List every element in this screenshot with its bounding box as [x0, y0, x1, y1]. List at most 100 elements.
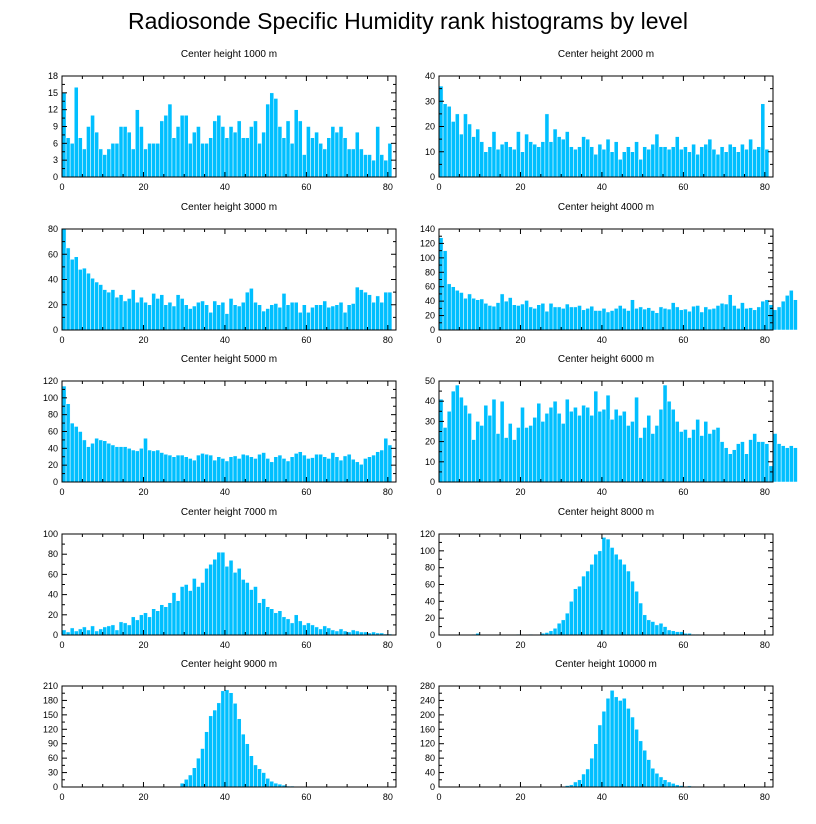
bar — [240, 137, 246, 178]
bar — [679, 431, 684, 483]
bar — [371, 301, 376, 331]
y-tick-label: 30 — [48, 768, 58, 778]
bar — [130, 449, 136, 483]
bar — [196, 586, 201, 636]
bar — [167, 602, 173, 636]
bar — [646, 759, 652, 788]
bar — [520, 151, 525, 178]
bar — [459, 133, 464, 178]
bar — [110, 624, 116, 636]
bar — [495, 148, 501, 178]
bar — [232, 703, 238, 788]
bar — [171, 592, 177, 636]
bar — [122, 446, 128, 483]
bar — [703, 306, 709, 331]
bar — [167, 454, 173, 483]
y-tick-label: 0 — [430, 630, 435, 640]
bar — [355, 131, 360, 178]
x-tick-label: 40 — [597, 335, 607, 345]
y-tick-label: 12 — [48, 105, 58, 115]
bar — [114, 446, 120, 483]
x-tick-label: 80 — [760, 335, 770, 345]
x-tick-label: 0 — [59, 640, 64, 650]
bar — [273, 782, 279, 788]
bar — [297, 120, 303, 178]
bar — [585, 570, 590, 636]
bar — [646, 619, 652, 636]
x-tick-label: 40 — [597, 182, 607, 192]
bar — [634, 308, 639, 331]
bar — [784, 295, 790, 331]
bar — [601, 148, 607, 178]
bar — [155, 298, 160, 331]
bar — [512, 148, 517, 178]
bar — [375, 451, 380, 483]
bar — [499, 293, 505, 331]
bar — [752, 309, 757, 331]
bar — [670, 302, 676, 331]
bar — [367, 456, 372, 483]
bar — [330, 126, 336, 178]
bar — [613, 696, 619, 788]
bar — [143, 437, 148, 483]
bar — [463, 113, 468, 178]
bar — [605, 538, 611, 636]
bar — [691, 429, 696, 483]
bar — [297, 312, 303, 331]
bar — [756, 146, 762, 178]
bar — [499, 400, 505, 483]
bar — [188, 143, 193, 178]
bar — [379, 301, 385, 331]
bar — [257, 304, 262, 331]
bar — [224, 137, 230, 178]
bar — [143, 612, 148, 636]
bar — [532, 143, 537, 178]
bar — [536, 402, 542, 483]
bar — [793, 299, 798, 331]
bar — [442, 250, 448, 331]
bar — [179, 586, 185, 636]
bar — [106, 148, 112, 178]
y-tick-label: 6 — [53, 138, 58, 148]
bar — [306, 312, 311, 331]
y-tick-label: 0 — [53, 325, 58, 335]
bar — [228, 456, 234, 483]
bar — [224, 566, 230, 636]
bar — [711, 148, 717, 178]
bar — [707, 433, 713, 483]
y-tick-label: 100 — [43, 529, 58, 539]
bar — [106, 625, 112, 636]
bar — [670, 630, 676, 636]
bar — [638, 740, 643, 788]
bar — [650, 310, 656, 331]
bar — [82, 148, 87, 178]
bar — [784, 447, 790, 483]
bar — [512, 304, 517, 331]
bar — [487, 305, 493, 331]
bar — [679, 631, 684, 636]
x-tick-label: 80 — [383, 335, 393, 345]
bar — [687, 151, 692, 178]
bar — [118, 446, 124, 483]
bar — [135, 301, 140, 331]
bar — [748, 307, 753, 331]
bar — [691, 305, 696, 331]
bar — [723, 447, 729, 483]
bar — [499, 143, 505, 178]
bar — [638, 159, 643, 178]
bar — [577, 305, 582, 331]
bar — [727, 453, 733, 483]
y-tick-label: 280 — [420, 681, 435, 691]
bar — [495, 302, 501, 331]
bar — [662, 308, 668, 331]
bar — [760, 103, 766, 178]
bar — [650, 621, 656, 636]
bar — [265, 778, 270, 788]
figure-title: Radiosonde Specific Humidity rank histog… — [128, 8, 688, 34]
bar — [212, 120, 218, 178]
bar — [622, 151, 627, 178]
bar — [192, 459, 197, 483]
bar — [355, 630, 360, 636]
bar — [232, 455, 238, 483]
y-tick-label: 9 — [53, 122, 58, 132]
